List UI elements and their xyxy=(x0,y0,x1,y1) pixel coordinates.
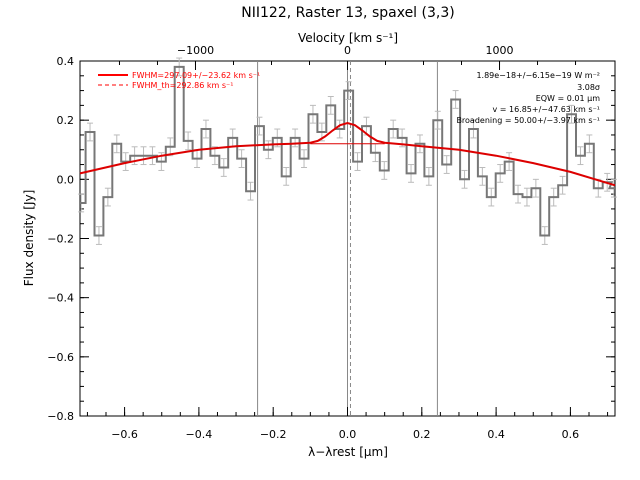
top-tick-label: −1000 xyxy=(177,44,214,57)
y-tick-label: −0.4 xyxy=(47,292,74,305)
spectrum-step-line xyxy=(80,65,615,237)
annotation-flux: 1.89e−18+/−6.15e−19 W m⁻² xyxy=(476,71,600,80)
y-tick-label: 0.4 xyxy=(57,55,75,68)
legend: FWHM=297.09+/−23.62 km s⁻¹ FWHM_th=292.8… xyxy=(98,71,260,90)
annotation-sigma: 3.08σ xyxy=(577,83,600,92)
data-series xyxy=(78,57,617,245)
legend-entry-fwhm-th: FWHM_th=292.86 km s⁻¹ xyxy=(132,81,233,90)
x-tick-label: −0.2 xyxy=(260,428,287,441)
x-tick-label: −0.4 xyxy=(186,428,213,441)
x-tick-label: 0.4 xyxy=(487,428,505,441)
top-tick-label: 1000 xyxy=(486,44,514,57)
x-tick-label: 0.0 xyxy=(339,428,357,441)
y-tick-label: −0.6 xyxy=(47,351,74,364)
x-tick-label: 0.2 xyxy=(413,428,431,441)
reference-lines xyxy=(257,61,438,416)
x-tick-label: 0.6 xyxy=(562,428,580,441)
axis-ticks: −0.6 −0.4 −0.2 0.0 0.2 0.4 0.6 −0.8 −0.6 −0.4 −0.2… xyxy=(47,44,615,441)
y-tick-label: 0.2 xyxy=(57,114,75,127)
y-axis-label: Flux density [Jy] xyxy=(22,190,36,287)
annotation-broadening: Broadening = 50.00+/−3.97 km s⁻¹ xyxy=(456,116,600,125)
x-axis-label: λ−λrest [μm] xyxy=(308,445,388,459)
fit-annotations: 1.89e−18+/−6.15e−19 W m⁻² 3.08σ EQW = 0.… xyxy=(456,71,600,125)
y-tick-label: −0.8 xyxy=(47,410,74,423)
y-tick-label: −0.2 xyxy=(47,233,74,246)
x-tick-label: −0.6 xyxy=(111,428,138,441)
top-axis-label: Velocity [km s⁻¹] xyxy=(298,31,398,45)
annotation-velocity: v = 16.85+/−47.63 km s⁻¹ xyxy=(492,105,600,114)
chart-title: NII122, Raster 13, spaxel (3,3) xyxy=(241,5,454,21)
annotation-eqw: EQW = 0.01 μm xyxy=(536,94,600,103)
y-tick-label: 0.0 xyxy=(57,173,75,186)
legend-entry-fwhm: FWHM=297.09+/−23.62 km s⁻¹ xyxy=(132,71,260,80)
fit-curve xyxy=(79,122,616,187)
top-tick-label: 0 xyxy=(344,44,351,57)
